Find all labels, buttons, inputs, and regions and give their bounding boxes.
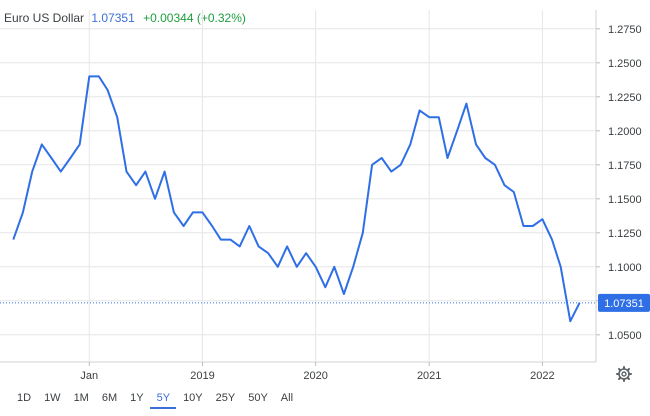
chart-grid [0,10,597,363]
x-tick-label: 2021 [417,370,441,382]
x-tick-label: 2020 [303,370,327,382]
range-button-1w[interactable]: 1W [44,392,61,404]
y-tick-label: 1.0500 [608,330,642,342]
y-tick-label: 1.1000 [608,262,642,274]
range-button-all[interactable]: All [280,392,294,404]
range-selector: 1D 1W 1M 6M 1Y 5Y 10Y 25Y 50Y All [10,389,299,409]
range-button-50y[interactable]: 50Y [248,392,268,404]
last-value-layer: 1.07351 [0,293,650,312]
range-button-1m[interactable]: 1M [73,392,89,404]
y-tick-label: 1.2500 [608,58,642,70]
price-change: +0.00344 (+0.32%) [143,11,246,25]
y-tick-label: 1.1750 [608,160,642,172]
instrument-name: Euro US Dollar [4,11,85,25]
y-tick-label: 1.1500 [608,194,642,206]
x-axis: Jan 2019 2020 2021 2022 [80,362,555,382]
price-series-line [12,75,581,323]
series-layer [12,75,581,323]
y-tick-label: 1.1250 [608,228,642,240]
y-tick-label: 1.2250 [608,92,642,104]
quote-header: Euro US Dollar 1.07351 +0.00344 (+0.32%) [4,11,246,25]
y-tick-label: 1.2750 [608,24,642,36]
range-button-6m[interactable]: 6M [101,392,118,404]
x-tick-label: Jan [80,370,98,382]
last-value-label: 1.07351 [604,298,644,310]
x-tick-label: 2022 [530,370,554,382]
gear-icon[interactable] [616,366,632,382]
last-price: 1.07351 [91,11,135,25]
range-button-1y[interactable]: 1Y [130,392,144,404]
range-button-10y[interactable]: 10Y [183,392,203,404]
range-button-25y[interactable]: 25Y [215,392,236,404]
y-tick-label: 1.2000 [608,126,642,138]
range-button-1d[interactable]: 1D [17,392,32,404]
x-tick-label: 2019 [190,370,214,382]
range-button-5y[interactable]: 5Y [149,389,177,409]
last-value-badge [598,293,650,312]
